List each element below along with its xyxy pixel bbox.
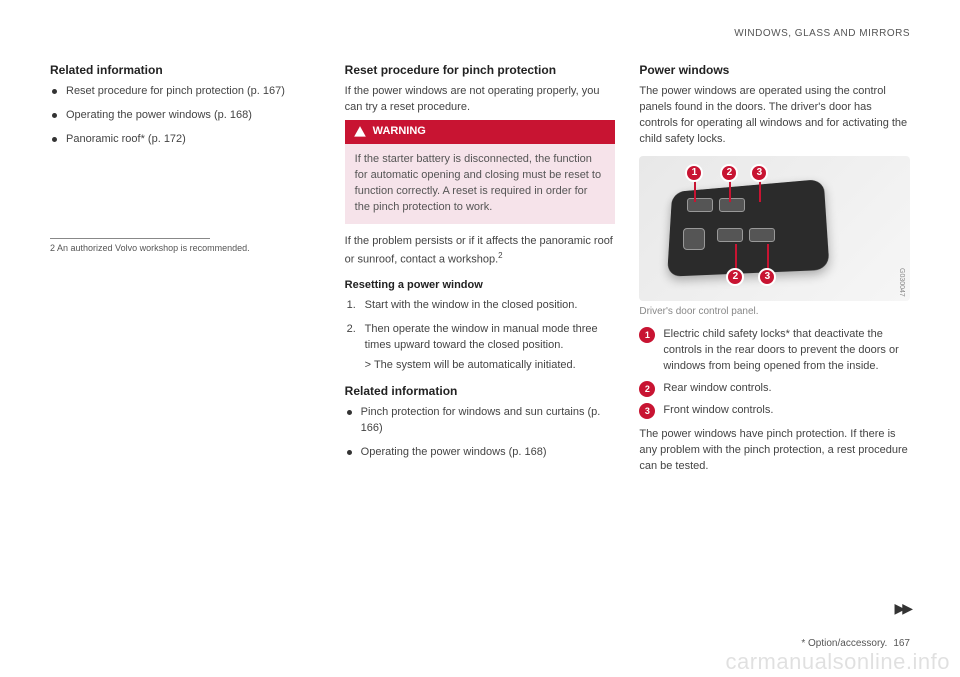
intro-text: If the power windows are not operating p… (345, 84, 616, 116)
list-item: Operating the power windows (p. 168) (50, 108, 321, 124)
callout-marker: 3 (639, 403, 655, 419)
footnote: 2 An authorized Volvo workshop is recomm… (50, 242, 321, 255)
warning-icon (353, 125, 367, 139)
rear-window-switches (717, 228, 775, 242)
result-text: > The system will be automatically initi… (345, 358, 616, 374)
footnote-ref: 2 (498, 251, 502, 260)
callout-text: Rear window controls. (663, 381, 771, 397)
warning-header: WARNING (345, 120, 616, 144)
marker-line (729, 180, 731, 202)
list-item: Operating the power windows (p. 168) (345, 445, 616, 461)
control-panel-figure: 1 2 3 2 3 G030047 (639, 156, 910, 301)
option-note: * Option/accessory. (801, 638, 887, 649)
switch (749, 228, 775, 242)
image-code: G030047 (896, 268, 906, 297)
figure-marker-1: 1 (685, 164, 703, 182)
column-3: Power windows The power windows are oper… (639, 63, 910, 475)
child-lock-button (683, 228, 705, 250)
switch (719, 198, 745, 212)
callout-marker: 1 (639, 327, 655, 343)
related-info-heading: Related information (50, 63, 321, 78)
list-item: Pinch protection for windows and sun cur… (345, 405, 616, 437)
body-text: If the problem persists or if it affects… (345, 235, 613, 266)
figure-marker-2b: 2 (726, 268, 744, 286)
page-footer: * Option/accessory. 167 (801, 638, 910, 649)
reset-procedure-heading: Reset procedure for pinch protection (345, 63, 616, 78)
intro-text: The power windows are operated using the… (639, 84, 910, 148)
footnote-text: An authorized Volvo workshop is recommen… (55, 243, 250, 253)
page-number: 167 (893, 638, 910, 649)
figure-caption: Driver's door control panel. (639, 305, 910, 320)
section-header: WINDOWS, GLASS AND MIRRORS (50, 28, 910, 39)
callout-text: Electric child safety locks* that deacti… (663, 327, 910, 375)
callout-1: 1 Electric child safety locks* that deac… (639, 327, 910, 375)
manual-page: WINDOWS, GLASS AND MIRRORS Related infor… (0, 0, 960, 677)
list-item: Start with the window in the closed posi… (345, 298, 616, 314)
figure-marker-2: 2 (720, 164, 738, 182)
steps-list: Start with the window in the closed posi… (345, 298, 616, 354)
list-item: Reset procedure for pinch protection (p.… (50, 84, 321, 100)
marker-line (735, 244, 737, 270)
related-info-list: Reset procedure for pinch protection (p.… (50, 84, 321, 148)
warning-label: WARNING (373, 124, 426, 140)
callout-marker: 2 (639, 381, 655, 397)
callout-text: Front window controls. (663, 403, 773, 419)
column-2: Reset procedure for pinch protection If … (345, 63, 616, 475)
footnote-rule (50, 238, 210, 239)
callout-2: 2 Rear window controls. (639, 381, 910, 397)
columns: Related information Reset procedure for … (50, 63, 910, 475)
warning-body: If the starter battery is disconnected, … (345, 144, 616, 224)
related-info-list-2: Pinch protection for windows and sun cur… (345, 405, 616, 461)
figure-marker-3b: 3 (758, 268, 776, 286)
watermark: carmanualsonline.info (725, 649, 950, 675)
list-item: Panoramic roof* (p. 172) (50, 132, 321, 148)
related-info-heading-2: Related information (345, 384, 616, 399)
resetting-subheading: Resetting a power window (345, 278, 616, 294)
power-windows-heading: Power windows (639, 63, 910, 78)
figure-marker-3: 3 (750, 164, 768, 182)
continue-arrows-icon: ▶▶ (894, 600, 910, 617)
after-warning-text: If the problem persists or if it affects… (345, 234, 616, 269)
callout-3: 3 Front window controls. (639, 403, 910, 419)
column-1: Related information Reset procedure for … (50, 63, 321, 475)
closing-text: The power windows have pinch protection.… (639, 427, 910, 475)
list-item: Then operate the window in manual mode t… (345, 322, 616, 354)
marker-line (694, 180, 696, 202)
marker-line (759, 180, 761, 202)
switch (717, 228, 743, 242)
marker-line (767, 244, 769, 270)
switch (687, 198, 713, 212)
